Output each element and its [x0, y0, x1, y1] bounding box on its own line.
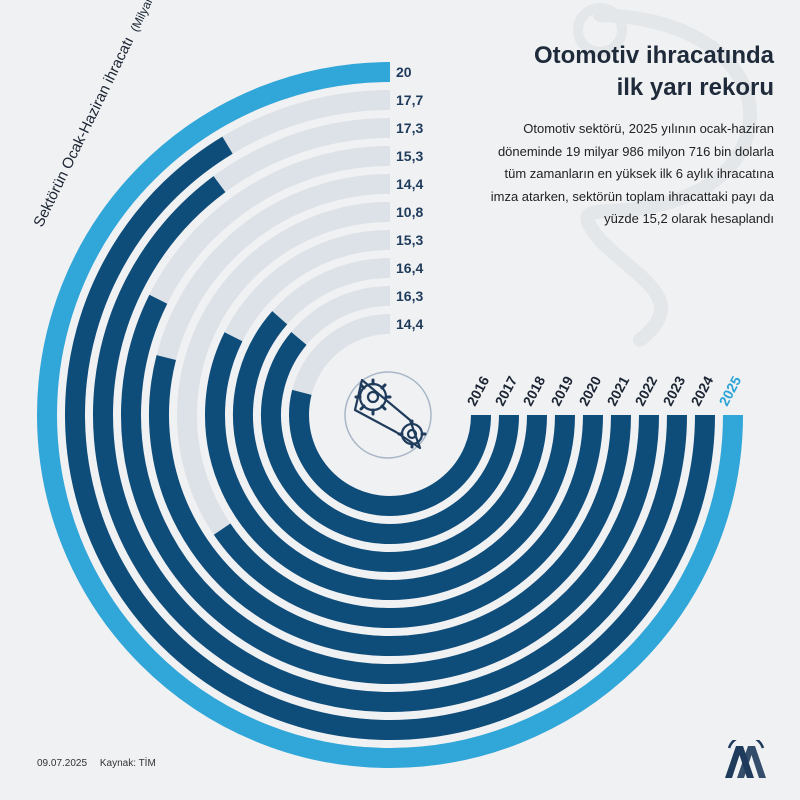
bar-2019: [205, 332, 575, 600]
gear-chain-icon: [344, 371, 432, 459]
value-label-2023: 17,3: [396, 120, 423, 136]
page-title: Otomotiv ihracatında ilk yarı rekoru: [474, 40, 774, 104]
value-label-2022: 15,3: [396, 148, 423, 164]
bar-2018: [233, 311, 547, 572]
year-label-2017: 2017: [492, 373, 521, 408]
year-label-2018: 2018: [520, 373, 549, 408]
bar-2025: [37, 62, 743, 768]
footer-source: Kaynak: TİM: [99, 758, 156, 769]
value-label-2016: 14,4: [396, 316, 423, 332]
description: Otomotiv sektörü, 2025 yılının ocak-hazi…: [490, 121, 774, 226]
year-label-2023: 2023: [660, 373, 689, 408]
value-label-2018: 16,4: [396, 260, 423, 276]
year-label-2024: 2024: [688, 373, 717, 408]
value-label-2019: 15,3: [396, 232, 423, 248]
aa-logo-icon: [725, 740, 766, 778]
value-label-2025: 20: [396, 64, 412, 80]
year-label-2020: 2020: [576, 373, 605, 408]
bar-2020: [213, 414, 603, 628]
title-line-2: ilk yarı rekoru: [616, 74, 774, 101]
footer-date: 09.07.2025: [37, 758, 88, 769]
value-label-2017: 16,3: [396, 288, 423, 304]
bar-2017: [261, 332, 519, 544]
year-label-2019: 2019: [548, 373, 577, 408]
footer: 09.07.2025 Kaynak: TİM: [37, 758, 166, 769]
bar-2023: [93, 176, 687, 712]
title-line-1: Otomotiv ihracatında: [533, 42, 774, 69]
bar-2021: [149, 355, 631, 656]
value-label-2021: 14,4: [396, 176, 423, 192]
value-label-2024: 17,7: [396, 92, 423, 108]
bar-2024: [65, 136, 715, 740]
year-label-2016: 2016: [464, 373, 493, 408]
axis-unit: (Milyar dolar): [127, 0, 170, 34]
bar-2016: [289, 389, 491, 516]
year-label-2022: 2022: [632, 373, 661, 408]
bar-2022: [121, 294, 659, 684]
year-label-2025: 2025: [716, 373, 745, 408]
value-label-2020: 10,8: [396, 204, 423, 220]
year-label-2021: 2021: [604, 373, 633, 408]
